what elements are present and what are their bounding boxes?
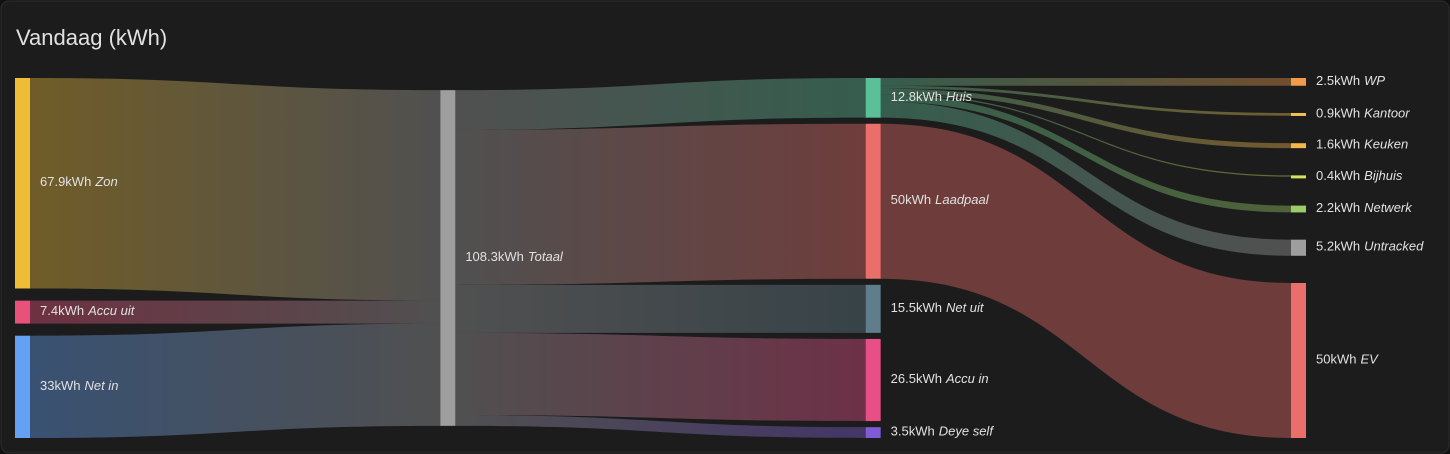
links [30,78,1291,438]
node-label: 50kWh Laadpaal [891,193,990,208]
node-value: 2.2kWh [1316,200,1360,215]
node-label: 2.2kWh Netwerk [1316,200,1413,215]
node [15,335,30,438]
node-name: Huis [946,89,973,104]
node-value: 67.9kWh [40,175,91,190]
node [1291,78,1306,86]
node-name: Net in [84,378,118,393]
node-label: 1.6kWh Keuken [1316,137,1408,152]
node [1291,112,1306,116]
node [865,78,881,118]
node-label: 3.5kWh Deye self [891,424,995,439]
link [455,332,866,422]
node-name: Untracked [1364,239,1424,254]
node-value: 5.2kWh [1316,239,1360,254]
link [880,101,1291,256]
node-label: 67.9kWh Zon [40,175,118,190]
node [1291,143,1306,149]
node-name: WP [1364,73,1385,88]
node [1291,283,1306,438]
link [455,123,866,285]
link [880,93,1291,177]
node-label: 33kWh Net in [40,378,118,393]
node-value: 7.4kWh [40,304,84,319]
node-value: 3.5kWh [891,424,935,439]
node-label: 12.8kWh Huis [891,89,973,104]
node [1291,239,1306,256]
link [455,78,866,130]
node-value: 108.3kWh [465,249,524,264]
node-name: EV [1360,352,1379,367]
node-label: 0.4kWh Bijhuis [1316,168,1403,183]
node-label: 2.5kWh WP [1316,73,1385,88]
node-label: 5.2kWh Untracked [1316,239,1424,254]
nodes: 67.9kWh Zon 7.4kWh Accu uit 33kWh Net in 108.3… [15,73,1424,439]
node [865,284,881,333]
node-value: 12.8kWh [891,89,942,104]
node [440,90,456,426]
node-name: Deye self [939,424,995,439]
link [880,123,1291,438]
node-value: 50kWh [891,193,931,208]
node-value: 0.4kWh [1316,168,1360,183]
node-name: Zon [94,175,117,190]
node-value: 26.5kWh [891,371,942,386]
node-label: 26.5kWh Accu in [891,371,989,386]
node-value: 2.5kWh [1316,73,1360,88]
node-value: 1.6kWh [1316,137,1360,152]
node [865,123,881,279]
node-label: 0.9kWh Kantoor [1316,106,1410,121]
node-name: Kantoor [1364,106,1410,121]
link [880,88,1291,149]
link [455,284,866,333]
node-value: 0.9kWh [1316,106,1360,121]
node [1291,175,1306,179]
node-name: Net uit [946,300,985,315]
node-label: 15.5kWh Net uit [891,300,985,315]
node-name: Accu in [945,371,989,386]
node-label: 7.4kWh Accu uit [40,304,136,319]
node-name: Accu uit [87,304,136,319]
node [865,427,881,438]
node-name: Bijhuis [1364,168,1403,183]
node [1291,205,1306,213]
node [15,300,30,324]
chart-title: Vandaag (kWh) [16,25,167,50]
node [15,78,30,289]
link [30,78,441,301]
node-label: 50kWh EV [1316,352,1379,367]
node-label: 108.3kWh Totaal [465,249,564,264]
link [30,323,441,438]
link [455,415,866,438]
node-name: Laadpaal [935,193,990,208]
node-name: Netwerk [1364,200,1413,215]
link [880,94,1291,213]
node-name: Totaal [528,249,564,264]
link [880,85,1291,116]
node-value: 50kWh [1316,352,1356,367]
node [865,338,881,422]
node-value: 15.5kWh [891,300,942,315]
link [880,78,1291,86]
node-value: 33kWh [40,378,80,393]
node-name: Keuken [1364,137,1408,152]
link [30,300,441,324]
